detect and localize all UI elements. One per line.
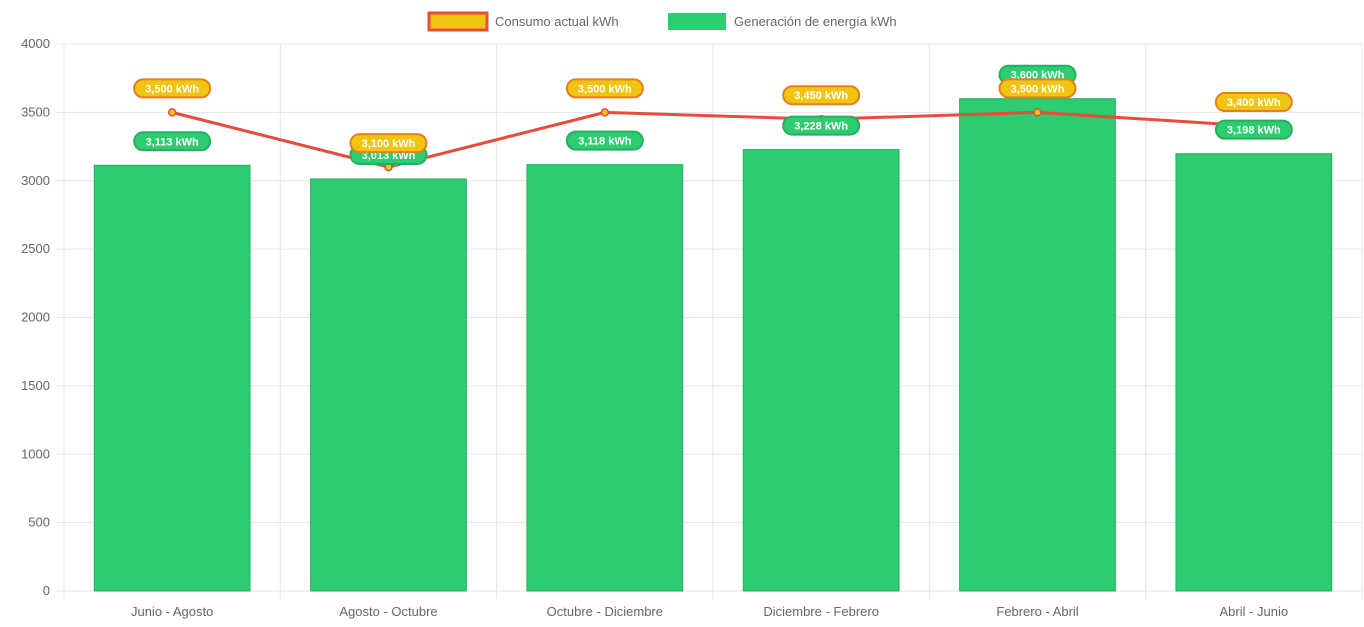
bar-value-label-text: 3,113 kWh [146,136,199,148]
legend-item-consumo[interactable]: Consumo actual kWh [429,13,619,30]
bar[interactable] [1176,154,1332,591]
line-value-label: 3,400 kWh [1216,93,1292,111]
line-point[interactable] [601,109,608,116]
x-tick-label: Junio - Agosto [131,604,213,619]
x-tick-label: Abril - Junio [1220,604,1289,619]
line-value-label: 3,500 kWh [134,79,210,97]
bar[interactable] [527,165,683,591]
line-value-label-text: 3,500 kWh [578,83,632,95]
legend-swatch-generacion [668,13,726,30]
line-value-label-text: 3,500 kWh [145,83,199,95]
bar-value-label-text: 3,198 kWh [1227,125,1281,137]
legend-swatch-consumo [429,13,487,30]
y-tick-label: 1000 [21,446,50,461]
legend-label-consumo: Consumo actual kWh [495,14,619,29]
x-axis: Junio - Agosto Agosto - Octubre Octubre - … [131,604,1288,619]
x-tick-label: Febrero - Abril [996,604,1078,619]
y-tick-label: 2000 [21,310,50,325]
line-value-label-text: 3,500 kWh [1011,83,1065,95]
y-tick-label: 3500 [21,104,50,119]
grid [56,44,1362,599]
legend-item-generacion[interactable]: Generación de energía kWh [668,13,897,30]
bar-value-label: 3,198 kWh [1216,121,1292,139]
bar-value-label: 3,118 kWh [567,132,643,150]
bar-value-label-text: 3,228 kWh [794,121,848,133]
line-value-label-text: 3,100 kWh [362,138,416,150]
y-tick-label: 0 [43,583,50,598]
y-tick-label: 1500 [21,378,50,393]
bar-value-label: 3,228 kWh [783,117,859,135]
line-value-label: 3,450 kWh [783,86,859,104]
line-value-label: 3,500 kWh [567,79,643,97]
line-value-label: 3,100 kWh [351,134,427,152]
bar[interactable] [743,150,899,591]
line-value-label: 3,500 kWh [1000,79,1076,97]
x-tick-label: Diciembre - Febrero [763,604,879,619]
y-tick-label: 4000 [21,36,50,51]
y-axis: 0 500 1000 1500 2000 2500 3000 3500 4000 [21,36,50,598]
x-tick-label: Agosto - Octubre [339,604,437,619]
bar[interactable] [960,99,1116,591]
legend: Consumo actual kWh Generación de energía… [429,13,897,30]
line-value-label-text: 3,400 kWh [1227,97,1281,109]
line-point[interactable] [1034,109,1041,116]
legend-label-generacion: Generación de energía kWh [734,14,897,29]
line-point[interactable] [169,109,176,116]
y-tick-label: 500 [28,515,50,530]
line-value-label-text: 3,450 kWh [794,90,848,102]
bar[interactable] [94,165,250,591]
y-tick-label: 3000 [21,173,50,188]
bar-value-label-text: 3,118 kWh [578,136,631,148]
bar-value-label: 3,113 kWh [134,132,210,150]
bar[interactable] [311,179,467,591]
y-tick-label: 2500 [21,241,50,256]
x-tick-label: Octubre - Diciembre [547,604,663,619]
